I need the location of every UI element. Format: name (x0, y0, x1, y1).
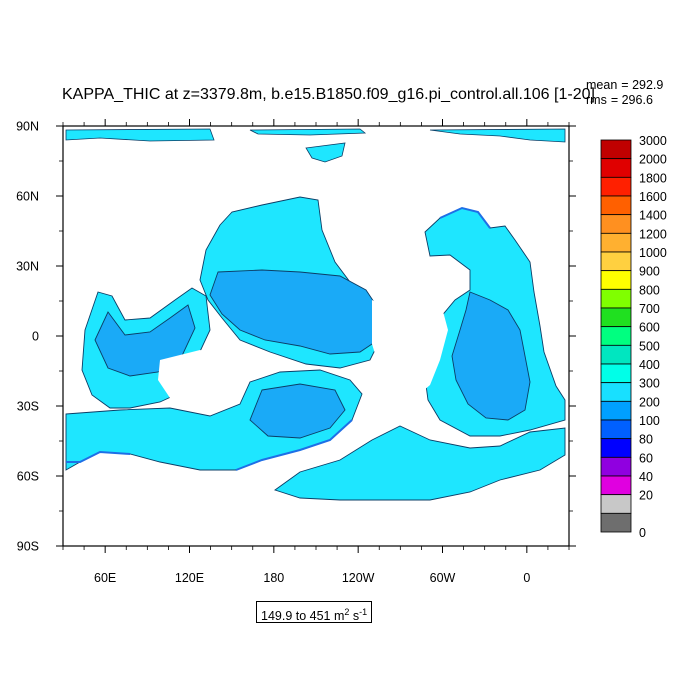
chart-title: KAPPA_THIC at z=3379.8m, b.e15.B1850.f09… (62, 86, 595, 103)
land-mask-australia (158, 350, 238, 406)
y-tick-label: 60S (17, 470, 39, 484)
ocean-field-south-pacific-core (249, 383, 346, 439)
colorbar-label: 1400 (639, 209, 667, 223)
colorbar-swatch (600, 176, 632, 197)
ocean-field-arctic-3 (429, 128, 566, 143)
colorbar-swatch (600, 326, 632, 346)
land-mask-americas (372, 286, 448, 410)
y-tick-label: 90S (17, 540, 39, 554)
ocean-field-arctic (65, 128, 215, 142)
y-tick-label: 90N (16, 120, 39, 134)
ocean-field-edge-1 (235, 419, 353, 471)
colorbar-label: 0 (639, 526, 646, 540)
colorbar-swatch (600, 475, 632, 496)
ocean-field-atlantic-core (451, 291, 531, 421)
colorbar-swatch (600, 363, 632, 384)
ocean-field-arctic-4 (305, 142, 346, 163)
colorbar-label: 1200 (639, 227, 667, 241)
colorbar-label: 500 (639, 339, 660, 353)
x-tick-label: 0 (523, 571, 530, 585)
colorbar-label: 800 (639, 283, 660, 297)
ocean-field-pacific-core (209, 269, 383, 355)
x-tick-label: 60E (94, 571, 116, 585)
colorbar-swatch (600, 344, 632, 365)
colorbar-label: 1600 (639, 190, 667, 204)
colorbar-swatch (600, 307, 632, 328)
colorbar-swatch (600, 158, 632, 178)
colorbar-swatch (600, 438, 632, 458)
colorbar-swatch (600, 400, 632, 421)
colorbar-swatch (600, 288, 632, 309)
stat-mean: mean = 292.9 (586, 78, 664, 92)
colorbar-swatch (600, 251, 632, 272)
colorbar-label: 700 (639, 302, 660, 316)
ocean-field-edge-2 (66, 450, 131, 463)
ocean-field-arctic-2 (249, 128, 367, 136)
colorbar-swatch (600, 456, 632, 477)
colorbar-label: 2000 (639, 153, 667, 167)
y-tick-label: 0 (32, 330, 39, 344)
colorbar-label: 900 (639, 265, 660, 279)
colorbar-label: 1800 (639, 171, 667, 185)
colorbar-label: 20 (639, 489, 653, 503)
colorbar-swatch (600, 139, 632, 160)
colorbar-label: 40 (639, 470, 653, 484)
x-tick-label: 120E (175, 571, 204, 585)
colorbar-swatch (600, 195, 632, 216)
y-tick-label: 30S (17, 400, 39, 414)
ocean-field-southern-east (274, 425, 566, 501)
colorbar-label: 300 (639, 377, 660, 391)
colorbar-label: 1000 (639, 246, 667, 260)
colorbar-label: 80 (639, 433, 653, 447)
stat-rms: rms = 296.6 (586, 93, 653, 107)
colorbar-swatch (600, 494, 632, 514)
colorbar-label: 3000 (639, 134, 667, 148)
y-tick-label: 30N (16, 260, 39, 274)
x-tick-label: 60W (430, 571, 456, 585)
colorbar-label: 600 (639, 321, 660, 335)
colorbar-swatch (600, 512, 632, 533)
colorbar-label: 100 (639, 414, 660, 428)
colorbar-label: 200 (639, 395, 660, 409)
colorbar-swatch (600, 270, 632, 290)
x-tick-label: 180 (263, 571, 284, 585)
colorbar: 3000200018001600140012001000900800700600… (600, 134, 667, 540)
ocean-field-edge-3 (439, 206, 491, 229)
colorbar-swatch (600, 419, 632, 440)
y-tick-label: 60N (16, 190, 39, 204)
x-tick-label: 120W (342, 571, 375, 585)
colorbar-swatch (600, 214, 632, 234)
map-field (65, 128, 566, 501)
colorbar-label: 60 (639, 451, 653, 465)
colorbar-label: 400 (639, 358, 660, 372)
colorbar-swatch (600, 232, 632, 253)
colorbar-swatch (600, 382, 632, 402)
value-range-label: 149.9 to 451 m2 s-1 (256, 601, 373, 623)
